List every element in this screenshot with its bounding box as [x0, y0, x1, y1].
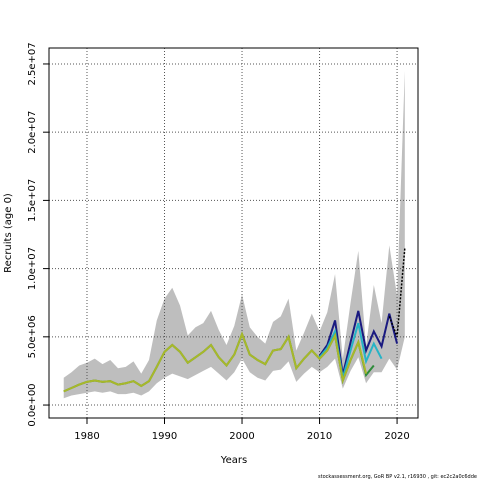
series-line — [63, 331, 368, 393]
plot-frame — [48, 47, 419, 419]
y-tick-label: 5.0e+06 — [27, 315, 38, 358]
x-tick-label: 2000 — [229, 431, 254, 442]
confidence-band — [63, 70, 405, 399]
y-tick-label: 2.0e+07 — [27, 111, 38, 154]
y-tick-label: 2.5e+07 — [27, 42, 38, 85]
x-tick-label: 1980 — [74, 431, 99, 442]
y-tick-label: 1.5e+07 — [27, 179, 38, 222]
x-tick-label: 2020 — [384, 431, 409, 442]
x-tick-label: 2010 — [307, 431, 332, 442]
series-line — [388, 248, 406, 338]
y-tick-label: 1.0e+07 — [27, 247, 38, 290]
series-line — [318, 322, 383, 379]
footnote: stockassessment.org, GoR BP v2.1, r16930… — [318, 474, 477, 480]
x-axis-label: Years — [220, 455, 247, 466]
x-tick-label: 1990 — [152, 431, 177, 442]
series-line — [318, 310, 399, 376]
y-tick-label: 0.0e+00 — [27, 383, 38, 426]
y-axis-label: Recruits (age 0) — [3, 193, 14, 273]
